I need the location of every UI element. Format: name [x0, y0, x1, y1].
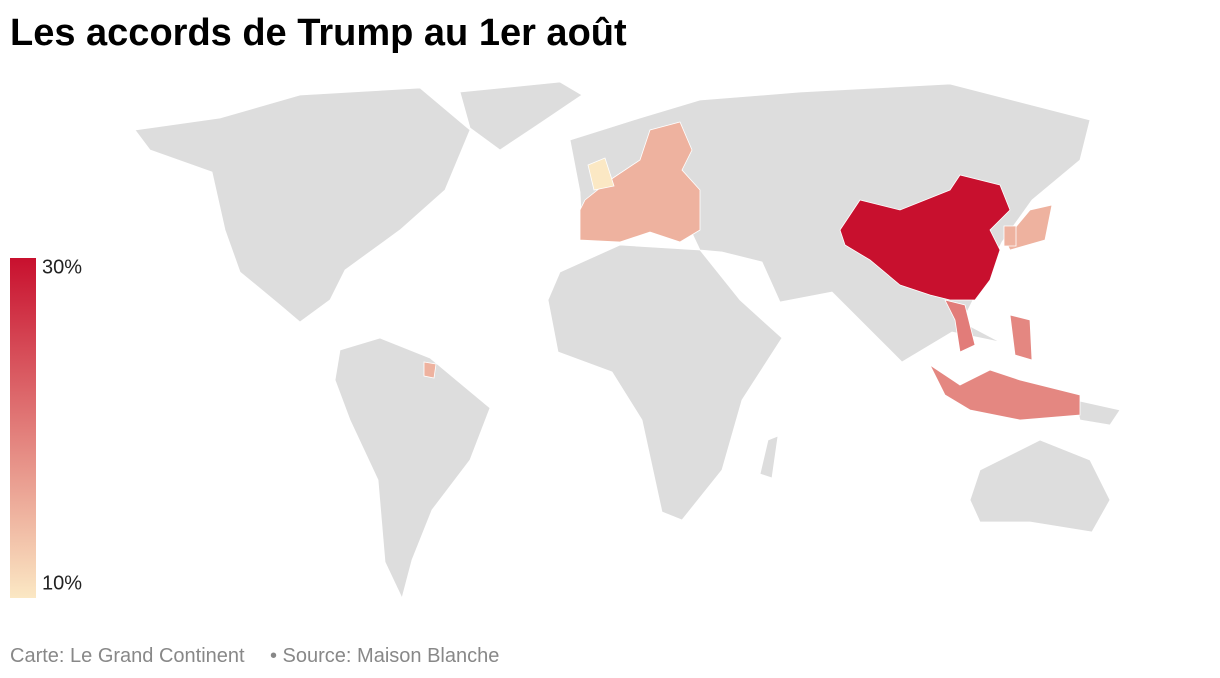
source: • Source: Maison Blanche — [270, 645, 499, 667]
country — [944, 299, 976, 353]
country — [587, 157, 615, 191]
landmass — [459, 81, 583, 151]
landmass — [334, 337, 491, 600]
credit: Carte: Le Grand Continent — [10, 645, 245, 667]
map-title: Les accords de Trump au 1er août — [10, 12, 627, 54]
legend-min-label: 10% — [42, 572, 82, 594]
color-scale-bar — [10, 258, 36, 598]
regions — [423, 121, 1081, 421]
country — [839, 174, 1011, 301]
country — [1003, 225, 1017, 247]
landmass — [759, 435, 779, 479]
country — [579, 121, 701, 243]
landmass — [1074, 399, 1121, 426]
country — [1009, 314, 1033, 361]
landmass — [547, 244, 783, 521]
country — [423, 361, 437, 379]
country — [928, 363, 1081, 421]
legend-max-label: 30% — [42, 256, 82, 278]
landmass — [134, 87, 471, 323]
landmass — [969, 439, 1111, 533]
